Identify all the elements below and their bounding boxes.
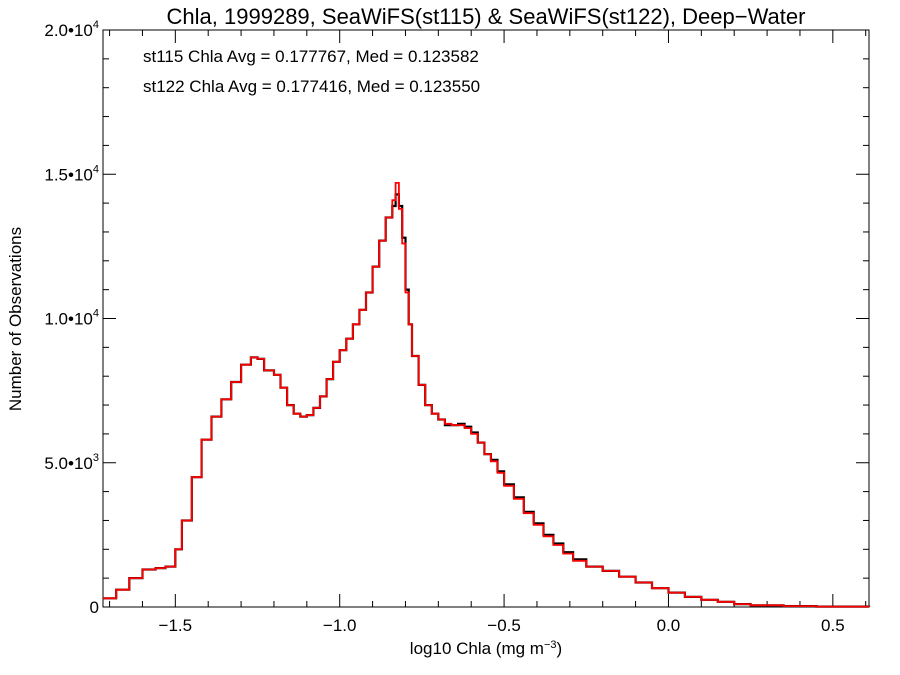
series-line-0: [103, 193, 871, 608]
annotation-st115: st115 Chla Avg = 0.177767, Med = 0.12358…: [143, 47, 479, 66]
y-tick-label: 1.5•104: [44, 163, 99, 184]
y-tick-label: 5.0•103: [44, 452, 99, 473]
plot-frame: [102, 29, 870, 608]
y-tick-mantissa: 1.5•10: [44, 165, 93, 184]
x-axis-label-sup: −3: [544, 639, 557, 651]
y-tick-exponent: 4: [93, 308, 99, 320]
annotation-st122: st122 Chla Avg = 0.177416, Med = 0.12355…: [143, 77, 480, 96]
x-tick-label: 0.0: [657, 616, 681, 635]
chart-title: Chla, 1999289, SeaWiFS(st115) & SeaWiFS(…: [167, 4, 806, 29]
y-tick-mantissa: 0: [90, 598, 99, 617]
y-tick-label: 0: [90, 598, 99, 617]
y-tick-exponent: 4: [93, 163, 99, 175]
y-axis-label: Number of Observations: [6, 227, 25, 411]
series-lines: [103, 182, 871, 608]
x-tick-labels: −1.5 −1.0 −0.5 0.0 0.5: [159, 616, 845, 635]
x-axis-label-main: log10 Chla (mg m: [410, 639, 544, 658]
y-tick-label: 1.0•104: [44, 308, 99, 329]
y-tick-mantissa: 1.0•10: [44, 310, 93, 329]
y-tick-exponent: 3: [93, 452, 99, 464]
x-tick-label: −1.5: [159, 616, 193, 635]
x-tick-label: 0.5: [821, 616, 845, 635]
series-line-1: [103, 182, 870, 608]
y-tick-mantissa: 2.0•10: [44, 21, 93, 40]
y-tick-label: 2.0•104: [44, 19, 99, 40]
x-axis-label-close: ): [557, 639, 563, 658]
x-axis-label: log10 Chla (mg m−3): [410, 639, 562, 658]
x-tick-label: −1.0: [323, 616, 357, 635]
y-tick-mantissa: 5.0•10: [44, 454, 93, 473]
x-tick-label: −0.5: [487, 616, 521, 635]
axis-ticks: [103, 29, 869, 608]
y-tick-exponent: 4: [93, 19, 99, 31]
